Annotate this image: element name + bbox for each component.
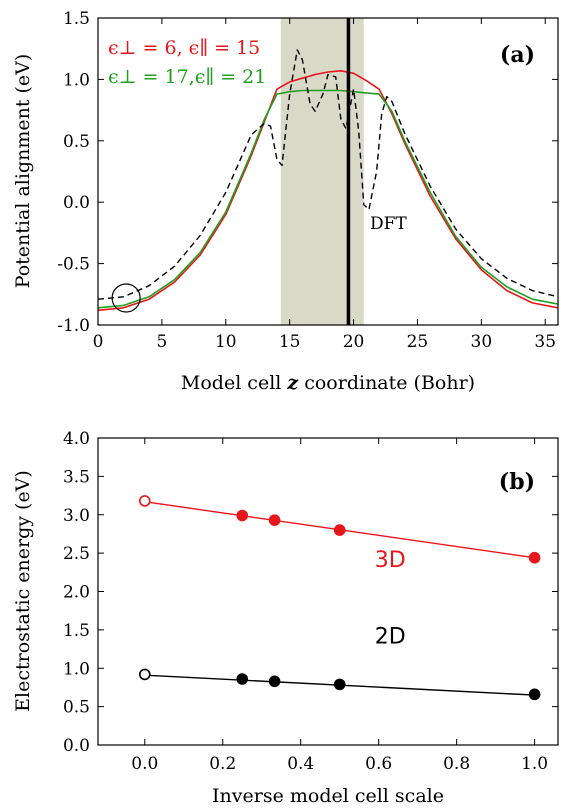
panel-b-label: (b) xyxy=(499,469,535,495)
x-tick-label: 35 xyxy=(534,332,556,352)
y-tick-label: 1.5 xyxy=(63,621,90,641)
x-tick-label: 0.2 xyxy=(209,754,236,774)
shaded-region xyxy=(280,18,364,325)
y-tick-label: 0.0 xyxy=(63,193,90,213)
series-label-3D: 3D xyxy=(375,548,406,573)
data-point-3D xyxy=(138,495,151,507)
y-tick-label: -0.5 xyxy=(57,255,90,275)
panel-b-xlabel: Inverse model cell scale xyxy=(212,785,444,807)
y-tick-label: 2.5 xyxy=(63,544,90,564)
panel-a: 0 5 10 15 20 25 30 35 -1.0 -0.5 0.0 0.5 1.0 1.5 (a) D… xyxy=(12,9,559,394)
data-point-2D xyxy=(268,675,281,688)
series-line-0 xyxy=(98,70,558,312)
x-tick-label: 0.6 xyxy=(365,754,392,774)
x-tick-label: 5 xyxy=(156,332,167,352)
data-point-3D xyxy=(236,509,249,522)
dft-annotation: DFT xyxy=(370,214,407,234)
panel-b-plot-area xyxy=(138,495,541,701)
x-tick-label: 20 xyxy=(343,332,365,352)
panel-a-label: (a) xyxy=(500,42,535,68)
y-tick-label: -1.0 xyxy=(57,316,90,336)
data-point-2D xyxy=(138,668,151,681)
legend-red-label: ϵ⊥ = 6, ϵ∥ = 15 xyxy=(108,37,260,59)
data-point-2D xyxy=(528,688,541,701)
x-tick-label: 10 xyxy=(215,332,237,352)
y-tick-label: 2.0 xyxy=(63,583,90,603)
panel-a-frame xyxy=(97,17,559,326)
panel-a-xlabel: Model cell z coordinate (Bohr) xyxy=(181,372,475,394)
y-tick-label: 0.0 xyxy=(63,736,90,756)
x-tick-label: 15 xyxy=(279,332,301,352)
circle-marker xyxy=(111,283,141,313)
y-tick-label: 1.0 xyxy=(63,659,90,679)
y-tick-label: 1.5 xyxy=(63,9,90,29)
y-tick-label: 3.5 xyxy=(63,467,90,487)
panel-b: 0.0 0.2 0.4 0.6 0.8 1.0 0.0 0.5 1.0 1.5 2.0 2.5 3.0 3… xyxy=(12,429,559,807)
y-tick-label: 4.0 xyxy=(63,429,90,449)
data-point-3D xyxy=(528,551,541,564)
x-tick-label: 0 xyxy=(93,332,104,352)
panel-b-frame xyxy=(97,437,559,746)
panel-b-series-labels: 3D 2D xyxy=(375,548,406,650)
series-line-1 xyxy=(98,89,558,309)
panel-b-ylabel: Electrostatic energy (eV) xyxy=(12,470,34,712)
data-point-2D xyxy=(236,673,249,685)
y-tick-label: 1.0 xyxy=(63,70,90,90)
y-tick-label: 0.5 xyxy=(63,698,90,718)
series-label-2D: 2D xyxy=(375,625,406,650)
data-point-3D xyxy=(268,514,281,526)
data-point-2D xyxy=(333,678,346,691)
y-tick-label: 3.0 xyxy=(63,506,90,526)
legend-green-label: ϵ⊥ = 17,ϵ∥ = 21 xyxy=(108,66,266,88)
panel-b-ticks: 0.0 0.2 0.4 0.6 0.8 1.0 0.0 0.5 1.0 1.5 2.0 2.5 3.0 3… xyxy=(63,429,558,774)
x-tick-label: 0.8 xyxy=(443,754,470,774)
x-tick-label: 30 xyxy=(471,332,493,352)
x-tick-label: 0.0 xyxy=(131,754,158,774)
panel-a-ticks: 0 5 10 15 20 25 30 35 -1.0 -0.5 0.0 0.5 1.0 1.5 xyxy=(57,9,558,352)
dft-curve xyxy=(98,49,558,300)
panel-a-plot-area xyxy=(98,18,558,325)
data-point-3D xyxy=(333,524,346,536)
panel-a-ylabel: Potential alignment (eV) xyxy=(12,54,34,289)
y-tick-label: 0.5 xyxy=(63,132,90,152)
x-tick-label: 0.4 xyxy=(287,754,314,774)
x-tick-label: 1.0 xyxy=(521,754,548,774)
x-tick-label: 25 xyxy=(407,332,429,352)
